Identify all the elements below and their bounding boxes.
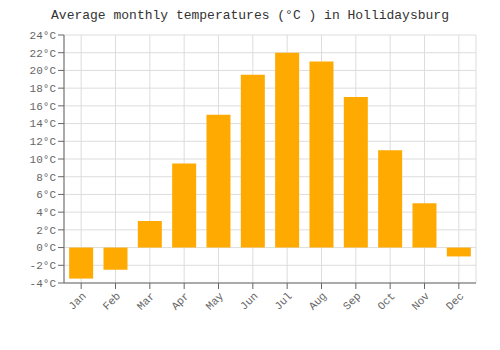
svg-text:Jul: Jul <box>272 290 294 312</box>
svg-text:2°C: 2°C <box>36 225 56 237</box>
svg-text:10°C: 10°C <box>30 154 57 166</box>
svg-text:8°C: 8°C <box>36 172 56 184</box>
svg-text:May: May <box>204 290 227 313</box>
svg-text:14°C: 14°C <box>30 118 57 130</box>
svg-text:Apr: Apr <box>169 290 191 312</box>
svg-text:18°C: 18°C <box>30 83 57 95</box>
svg-text:Jun: Jun <box>238 290 260 312</box>
svg-text:6°C: 6°C <box>36 189 56 201</box>
svg-text:24°C: 24°C <box>30 30 57 42</box>
svg-text:16°C: 16°C <box>30 101 57 113</box>
svg-text:22°C: 22°C <box>30 48 57 60</box>
svg-text:Sep: Sep <box>341 290 363 312</box>
html-text:Average monthly temperatures (: Average monthly temperatures (°C ) in Ho… <box>51 8 449 23</box>
svg-text:20°C: 20°C <box>30 65 57 77</box>
svg-text:Mar: Mar <box>135 290 157 312</box>
svg-text:Feb: Feb <box>101 290 123 312</box>
svg-text:Dec: Dec <box>444 290 466 312</box>
svg-text:Nov: Nov <box>410 290 433 313</box>
svg-text:-4°C: -4°C <box>30 278 57 290</box>
svg-text:Aug: Aug <box>307 290 329 312</box>
svg-text:Jan: Jan <box>66 290 88 312</box>
svg-text:0°C: 0°C <box>36 242 56 254</box>
svg-text:12°C: 12°C <box>30 136 57 148</box>
svg-text:4°C: 4°C <box>36 207 56 219</box>
svg-text:-2°C: -2°C <box>30 260 57 272</box>
svg-text:Oct: Oct <box>375 290 397 312</box>
